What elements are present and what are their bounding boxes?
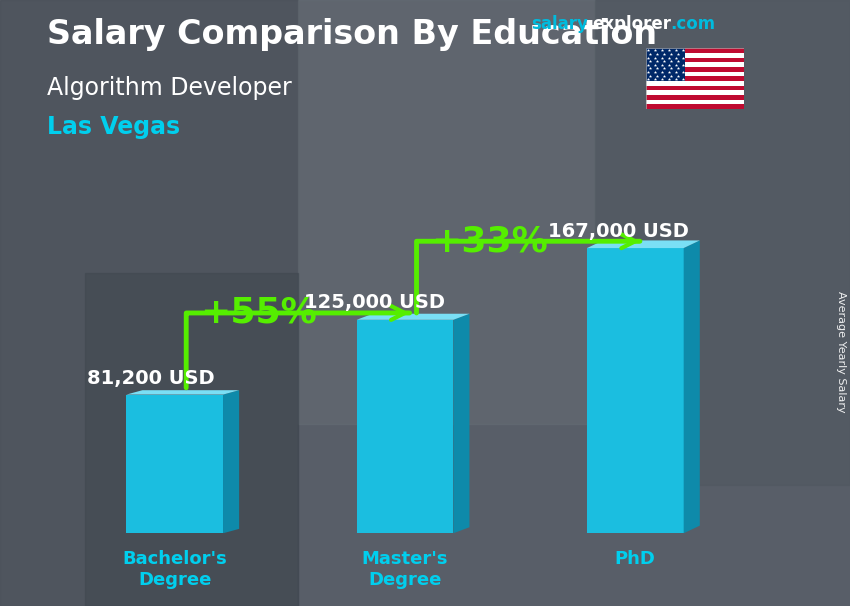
Bar — [646, 72, 744, 76]
Bar — [85, 273, 298, 606]
Bar — [298, 0, 595, 424]
Bar — [646, 76, 744, 81]
Bar — [646, 86, 744, 90]
Bar — [646, 90, 744, 95]
Text: 167,000 USD: 167,000 USD — [547, 222, 688, 241]
Text: 81,200 USD: 81,200 USD — [88, 368, 215, 387]
Polygon shape — [223, 390, 239, 533]
Bar — [646, 100, 744, 104]
Bar — [646, 48, 685, 81]
Text: Average Yearly Salary: Average Yearly Salary — [836, 291, 846, 412]
Bar — [646, 67, 744, 72]
Bar — [646, 62, 744, 67]
Bar — [0, 0, 298, 606]
Polygon shape — [587, 241, 700, 248]
Bar — [595, 0, 850, 485]
Bar — [646, 81, 744, 86]
Bar — [587, 248, 683, 533]
Text: salary: salary — [531, 15, 588, 33]
Text: Algorithm Developer: Algorithm Developer — [47, 76, 292, 100]
Text: Las Vegas: Las Vegas — [47, 115, 180, 139]
Text: 125,000 USD: 125,000 USD — [303, 293, 445, 312]
Bar — [646, 58, 744, 62]
Text: +33%: +33% — [431, 224, 547, 258]
Text: +55%: +55% — [201, 296, 317, 330]
Polygon shape — [127, 390, 239, 395]
Text: .com: .com — [671, 15, 716, 33]
Text: Salary Comparison By Education: Salary Comparison By Education — [47, 18, 657, 51]
Text: explorer: explorer — [592, 15, 672, 33]
Bar — [646, 48, 744, 53]
Polygon shape — [453, 314, 469, 533]
Bar — [357, 320, 453, 533]
Bar — [646, 53, 744, 58]
Polygon shape — [357, 314, 469, 320]
Bar — [127, 395, 223, 533]
Polygon shape — [683, 241, 700, 533]
Bar — [646, 95, 744, 100]
Bar — [646, 104, 744, 109]
